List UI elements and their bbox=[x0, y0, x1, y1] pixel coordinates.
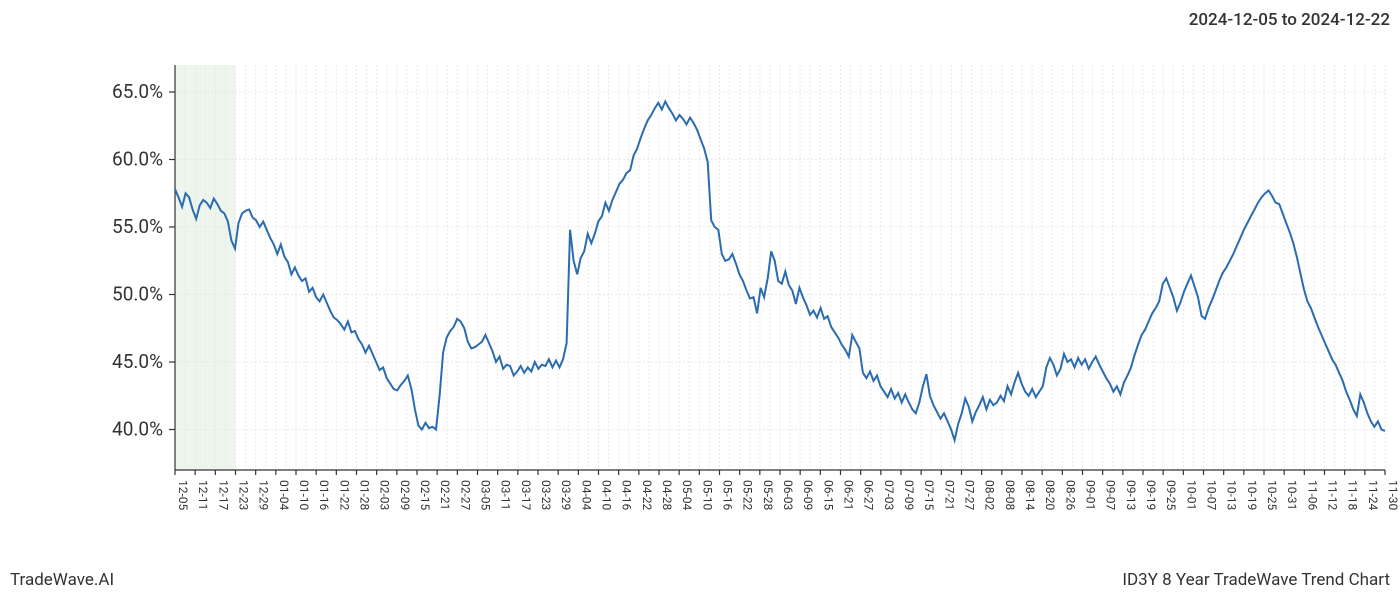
brand-label: TradeWave.AI bbox=[10, 570, 114, 590]
svg-text:01-10: 01-10 bbox=[297, 480, 311, 511]
svg-text:08-08: 08-08 bbox=[1003, 480, 1017, 511]
svg-text:07-21: 07-21 bbox=[942, 480, 956, 510]
svg-text:03-29: 03-29 bbox=[559, 480, 573, 510]
svg-text:03-11: 03-11 bbox=[499, 480, 513, 510]
svg-text:06-09: 06-09 bbox=[801, 480, 815, 510]
svg-text:10-01: 10-01 bbox=[1184, 480, 1198, 510]
svg-text:04-10: 04-10 bbox=[600, 480, 614, 511]
svg-text:03-23: 03-23 bbox=[539, 480, 553, 510]
svg-text:08-02: 08-02 bbox=[983, 480, 997, 511]
svg-text:11-12: 11-12 bbox=[1326, 480, 1340, 511]
svg-text:07-03: 07-03 bbox=[882, 480, 896, 510]
svg-text:10-25: 10-25 bbox=[1265, 480, 1279, 511]
svg-text:10-31: 10-31 bbox=[1285, 480, 1299, 510]
svg-text:08-20: 08-20 bbox=[1043, 480, 1057, 511]
svg-text:55.0%: 55.0% bbox=[112, 215, 163, 238]
svg-text:60.0%: 60.0% bbox=[112, 148, 163, 171]
svg-text:11-18: 11-18 bbox=[1346, 480, 1360, 511]
svg-text:10-13: 10-13 bbox=[1225, 480, 1239, 510]
svg-text:02-21: 02-21 bbox=[438, 480, 452, 510]
svg-text:65.0%: 65.0% bbox=[112, 80, 163, 103]
svg-text:02-15: 02-15 bbox=[418, 480, 432, 511]
svg-text:09-01: 09-01 bbox=[1084, 480, 1098, 510]
svg-text:11-06: 11-06 bbox=[1305, 480, 1319, 511]
svg-text:02-09: 02-09 bbox=[398, 480, 412, 510]
svg-text:03-17: 03-17 bbox=[519, 480, 533, 511]
svg-text:08-14: 08-14 bbox=[1023, 480, 1037, 511]
svg-text:04-28: 04-28 bbox=[660, 480, 674, 511]
svg-text:12-29: 12-29 bbox=[257, 480, 271, 510]
svg-text:10-19: 10-19 bbox=[1245, 480, 1259, 510]
svg-text:06-15: 06-15 bbox=[821, 480, 835, 511]
svg-text:07-09: 07-09 bbox=[902, 480, 916, 510]
svg-text:01-22: 01-22 bbox=[337, 480, 351, 511]
svg-text:02-03: 02-03 bbox=[378, 480, 392, 510]
svg-text:09-25: 09-25 bbox=[1164, 480, 1178, 511]
svg-text:05-16: 05-16 bbox=[721, 480, 735, 511]
chart-plot: 40.0% 45.0% 50.0% 55.0% 60.0% 65.0% 12-05 12-11… bbox=[0, 40, 1400, 540]
svg-text:06-21: 06-21 bbox=[842, 480, 856, 510]
svg-text:10-07: 10-07 bbox=[1205, 480, 1219, 511]
svg-text:01-16: 01-16 bbox=[317, 480, 331, 511]
svg-text:03-05: 03-05 bbox=[479, 480, 493, 511]
svg-text:05-28: 05-28 bbox=[761, 480, 775, 511]
svg-text:07-15: 07-15 bbox=[922, 480, 936, 511]
svg-text:12-11: 12-11 bbox=[196, 480, 210, 510]
date-range-label: 2024-12-05 to 2024-12-22 bbox=[1189, 10, 1390, 30]
svg-text:40.0%: 40.0% bbox=[112, 418, 163, 441]
svg-text:45.0%: 45.0% bbox=[112, 350, 163, 373]
svg-text:11-30: 11-30 bbox=[1386, 480, 1400, 511]
svg-text:01-04: 01-04 bbox=[277, 480, 291, 511]
svg-text:50.0%: 50.0% bbox=[112, 283, 163, 306]
svg-text:01-28: 01-28 bbox=[358, 480, 372, 511]
svg-text:12-17: 12-17 bbox=[216, 480, 230, 511]
svg-text:05-22: 05-22 bbox=[741, 480, 755, 511]
svg-text:06-27: 06-27 bbox=[862, 480, 876, 511]
svg-text:09-07: 09-07 bbox=[1104, 480, 1118, 511]
svg-text:09-13: 09-13 bbox=[1124, 480, 1138, 510]
svg-text:12-05: 12-05 bbox=[176, 480, 190, 511]
svg-text:02-27: 02-27 bbox=[458, 480, 472, 511]
svg-text:06-03: 06-03 bbox=[781, 480, 795, 510]
svg-text:08-26: 08-26 bbox=[1063, 480, 1077, 511]
svg-text:09-19: 09-19 bbox=[1144, 480, 1158, 510]
svg-text:04-22: 04-22 bbox=[640, 480, 654, 511]
svg-text:07-27: 07-27 bbox=[963, 480, 977, 511]
svg-text:12-23: 12-23 bbox=[237, 480, 251, 510]
svg-text:05-10: 05-10 bbox=[700, 480, 714, 511]
svg-text:11-24: 11-24 bbox=[1366, 480, 1380, 511]
svg-text:05-04: 05-04 bbox=[680, 480, 694, 511]
chart-container: 2024-12-05 to 2024-12-22 40.0% 45.0% 50.0%… bbox=[0, 0, 1400, 600]
chart-title: ID3Y 8 Year TradeWave Trend Chart bbox=[1122, 570, 1390, 590]
chart-svg: 40.0% 45.0% 50.0% 55.0% 60.0% 65.0% 12-05 12-11… bbox=[0, 40, 1400, 540]
svg-text:04-16: 04-16 bbox=[620, 480, 634, 511]
svg-text:04-04: 04-04 bbox=[579, 480, 593, 511]
